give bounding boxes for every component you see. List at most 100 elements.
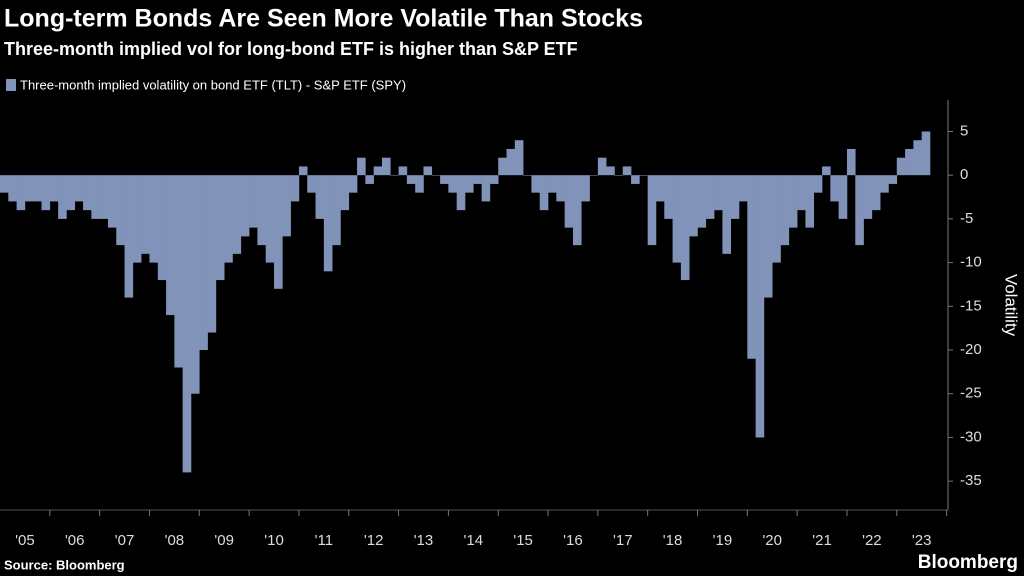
bar <box>871 175 881 211</box>
logo: Bloomberg <box>918 552 1018 573</box>
bar <box>639 175 648 176</box>
bar <box>174 175 183 368</box>
bar <box>373 166 383 176</box>
bar <box>813 175 823 193</box>
bar <box>307 175 316 193</box>
bar <box>805 175 815 228</box>
bar <box>340 175 350 211</box>
bar <box>282 175 291 237</box>
bar <box>705 175 715 219</box>
bar <box>381 157 391 176</box>
bar <box>166 175 175 316</box>
bar <box>772 175 781 263</box>
bar <box>622 166 632 176</box>
x-tick-label: '18 <box>663 532 683 549</box>
x-tick-label: '10 <box>264 532 284 549</box>
bar <box>249 175 258 228</box>
bar <box>365 175 374 184</box>
bar <box>822 166 831 176</box>
bar <box>523 175 532 176</box>
bar <box>431 175 441 176</box>
bar <box>672 175 682 263</box>
x-tick-label: '20 <box>762 532 782 549</box>
bar <box>91 175 100 219</box>
bar <box>548 175 557 193</box>
bar <box>739 175 748 202</box>
bar <box>846 148 856 176</box>
bar <box>423 166 433 176</box>
bar <box>240 175 250 237</box>
bar <box>763 175 773 298</box>
bar <box>348 175 358 193</box>
x-tick-label: '21 <box>812 532 832 549</box>
legend-swatch <box>6 79 16 91</box>
x-tick-label: '22 <box>862 532 882 549</box>
bar <box>896 157 906 176</box>
bar <box>58 175 67 219</box>
bar <box>207 175 217 333</box>
x-tick-label: '05 <box>15 532 35 549</box>
x-tick-label: '06 <box>65 532 85 549</box>
x-tick-label: '16 <box>563 532 583 549</box>
x-tick-label: '08 <box>165 532 185 549</box>
bar <box>390 175 399 176</box>
bar <box>780 175 790 246</box>
bar <box>124 175 134 298</box>
bar <box>747 175 756 359</box>
bar <box>647 175 657 246</box>
bar <box>332 175 341 246</box>
bar <box>49 175 59 202</box>
bar <box>74 175 84 202</box>
bar <box>232 175 242 254</box>
bar <box>141 175 150 254</box>
bar <box>290 175 300 202</box>
y-tick-label: -30 <box>960 428 982 445</box>
bar <box>215 175 225 281</box>
bar <box>357 157 366 176</box>
y-tick-label: 0 <box>960 166 968 183</box>
bar <box>8 175 17 202</box>
bar <box>99 175 109 219</box>
y-tick-label: -15 <box>960 297 982 314</box>
y-tick-label: -10 <box>960 254 982 271</box>
bar <box>514 140 524 176</box>
bar <box>149 175 159 263</box>
bar <box>797 175 806 211</box>
bar <box>473 175 482 184</box>
bar <box>680 175 690 281</box>
bar <box>489 175 499 184</box>
bar <box>33 175 42 202</box>
bar <box>116 175 125 246</box>
bar <box>456 175 466 211</box>
x-tick-label: '11 <box>315 532 333 549</box>
bar <box>581 175 590 202</box>
bar <box>921 131 931 176</box>
bar <box>830 175 839 202</box>
bar <box>66 175 76 211</box>
bar <box>689 175 698 237</box>
x-tick-label: '19 <box>713 532 733 549</box>
chart-subtitle: Three-month implied vol for long-bond ET… <box>4 39 578 59</box>
legend-label: Three-month implied volatility on bond E… <box>20 77 406 92</box>
bar <box>880 175 889 193</box>
chart-title: Long-term Bonds Are Seen More Volatile T… <box>4 5 643 33</box>
bar <box>556 175 565 202</box>
bar <box>863 175 873 219</box>
x-tick-label: '07 <box>115 532 135 549</box>
bar <box>905 148 914 176</box>
x-tick-label: '14 <box>464 532 484 549</box>
y-tick-label: 5 <box>960 122 968 139</box>
bar <box>564 175 574 228</box>
x-tick-label: '09 <box>214 532 234 549</box>
bar <box>41 175 51 211</box>
bar <box>498 157 507 176</box>
bar <box>182 175 192 473</box>
bar <box>572 175 582 246</box>
bar <box>440 175 449 184</box>
bar <box>838 175 848 219</box>
bar <box>157 175 167 281</box>
bar <box>398 166 408 176</box>
bar <box>265 175 275 263</box>
bar <box>589 175 599 176</box>
